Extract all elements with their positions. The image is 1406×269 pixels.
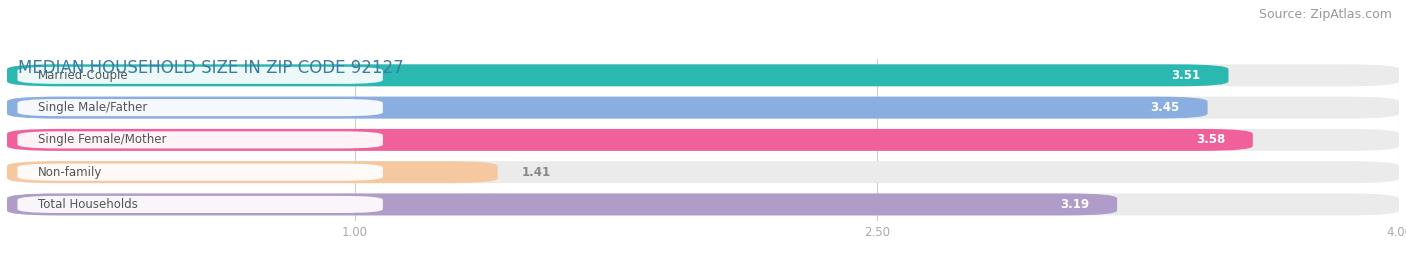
FancyBboxPatch shape <box>7 161 1399 183</box>
FancyBboxPatch shape <box>17 131 382 148</box>
FancyBboxPatch shape <box>7 97 1399 119</box>
Text: Total Households: Total Households <box>38 198 138 211</box>
FancyBboxPatch shape <box>7 97 1208 119</box>
FancyBboxPatch shape <box>17 196 382 213</box>
Text: Source: ZipAtlas.com: Source: ZipAtlas.com <box>1258 8 1392 21</box>
FancyBboxPatch shape <box>7 129 1399 151</box>
Text: 3.45: 3.45 <box>1150 101 1180 114</box>
FancyBboxPatch shape <box>17 67 382 84</box>
FancyBboxPatch shape <box>7 161 498 183</box>
Text: Non-family: Non-family <box>38 166 103 179</box>
FancyBboxPatch shape <box>7 64 1399 86</box>
FancyBboxPatch shape <box>17 164 382 181</box>
Text: Single Female/Mother: Single Female/Mother <box>38 133 167 146</box>
Text: 3.58: 3.58 <box>1195 133 1225 146</box>
Text: MEDIAN HOUSEHOLD SIZE IN ZIP CODE 92127: MEDIAN HOUSEHOLD SIZE IN ZIP CODE 92127 <box>18 59 404 77</box>
Text: 3.19: 3.19 <box>1060 198 1090 211</box>
Text: Single Male/Father: Single Male/Father <box>38 101 148 114</box>
FancyBboxPatch shape <box>7 129 1253 151</box>
Text: Married-Couple: Married-Couple <box>38 69 129 82</box>
Text: 3.51: 3.51 <box>1171 69 1201 82</box>
Text: 1.41: 1.41 <box>522 166 551 179</box>
FancyBboxPatch shape <box>7 64 1229 86</box>
FancyBboxPatch shape <box>7 193 1399 215</box>
FancyBboxPatch shape <box>7 193 1118 215</box>
FancyBboxPatch shape <box>17 99 382 116</box>
